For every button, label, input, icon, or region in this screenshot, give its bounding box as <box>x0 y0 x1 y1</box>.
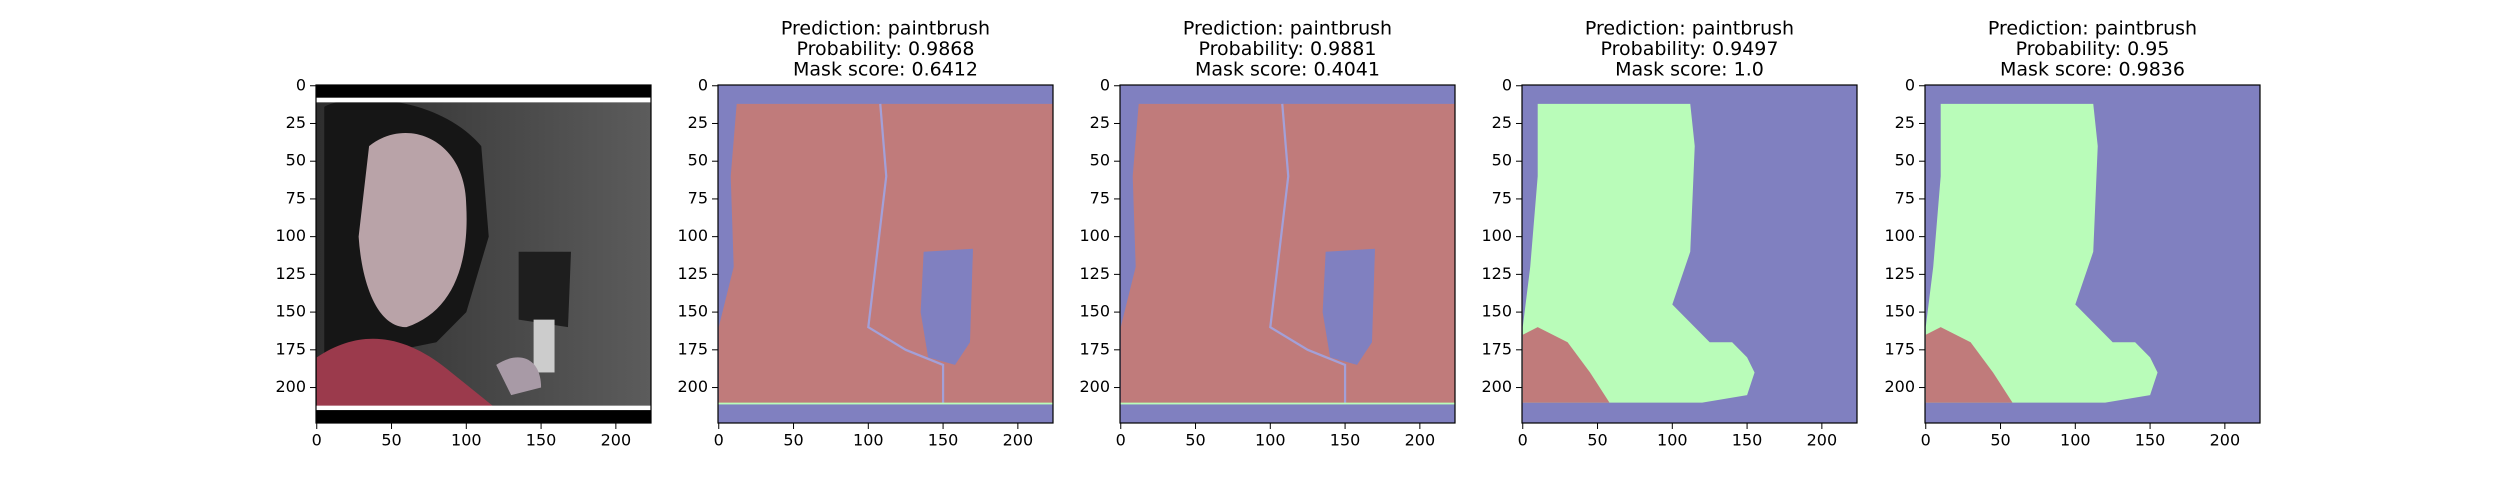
axes-frame <box>1924 84 2261 424</box>
x-tick-label: 150 <box>928 431 959 450</box>
x-tick-label: 200 <box>1807 431 1838 450</box>
y-tick-label: 150 <box>1884 302 1915 321</box>
y-tick-label: 125 <box>1079 264 1110 283</box>
axes-frame <box>1521 84 1858 424</box>
x-tick-label: 100 <box>451 431 482 450</box>
panel-title: Mask score: 0.9836 <box>2000 59 2185 81</box>
y-tick-label: 175 <box>1079 339 1110 358</box>
y-tick-label: 0 <box>698 75 708 94</box>
image <box>316 85 651 423</box>
x-tick-label: 150 <box>1732 431 1763 450</box>
y-tick-label: 75 <box>1090 188 1110 207</box>
y-tick-label: 175 <box>677 339 708 358</box>
x-tick-label: 0 <box>1116 431 1126 450</box>
x-tick-label: 0 <box>1518 431 1528 450</box>
y-tick-label: 100 <box>1481 226 1512 245</box>
x-tick-label: 150 <box>1330 431 1361 450</box>
y-tick-label: 100 <box>1884 226 1915 245</box>
y-tick-label: 25 <box>1090 113 1110 132</box>
x-tick-label: 200 <box>2210 431 2241 450</box>
x-tick-label: 200 <box>601 431 632 450</box>
y-tick-label: 175 <box>1884 339 1915 358</box>
axes-frame <box>1119 84 1456 424</box>
panel-title: Prediction: paintbrush <box>1585 18 1794 40</box>
y-tick-label: 75 <box>286 188 306 207</box>
y-tick-label: 100 <box>275 226 306 245</box>
x-tick-label: 100 <box>1255 431 1286 450</box>
image <box>1120 85 1455 423</box>
y-tick-label: 25 <box>688 113 708 132</box>
y-tick-label: 175 <box>275 339 306 358</box>
y-tick-label: 50 <box>1090 151 1110 170</box>
y-tick-label: 125 <box>1481 264 1512 283</box>
y-tick-label: 150 <box>275 302 306 321</box>
image <box>1522 85 1857 423</box>
y-tick-label: 50 <box>688 151 708 170</box>
axes-frame <box>717 84 1054 424</box>
panel-title: Prediction: paintbrush <box>1988 18 2197 40</box>
x-tick-label: 150 <box>526 431 557 450</box>
x-tick-label: 200 <box>1405 431 1436 450</box>
y-tick-label: 125 <box>677 264 708 283</box>
y-tick-label: 200 <box>275 377 306 396</box>
y-tick-label: 50 <box>1895 151 1915 170</box>
y-tick-label: 150 <box>1481 302 1512 321</box>
y-tick-label: 0 <box>1100 75 1110 94</box>
y-tick-label: 200 <box>677 377 708 396</box>
x-tick-label: 50 <box>1185 431 1205 450</box>
y-tick-label: 50 <box>1492 151 1512 170</box>
panel-title: Mask score: 0.4041 <box>1195 59 1380 81</box>
panel-title: Mask score: 0.6412 <box>793 59 978 81</box>
y-tick-label: 0 <box>1502 75 1512 94</box>
panel-title: Prediction: paintbrush <box>781 18 990 40</box>
axes-frame <box>315 84 652 424</box>
y-tick-label: 0 <box>1905 75 1915 94</box>
y-tick-label: 75 <box>1895 188 1915 207</box>
axes: 0 50 100 150 200 0 25 50 75 100 125 150 175 200 Predic… <box>1481 18 1858 450</box>
x-tick-label: 200 <box>1003 431 1034 450</box>
y-tick-label: 25 <box>1895 113 1915 132</box>
image <box>1925 85 2260 423</box>
y-tick-label: 75 <box>688 188 708 207</box>
y-tick-label: 125 <box>275 264 306 283</box>
x-tick-label: 50 <box>381 431 401 450</box>
y-tick-label: 175 <box>1481 339 1512 358</box>
x-tick-label: 50 <box>1587 431 1607 450</box>
x-tick-label: 100 <box>2060 431 2091 450</box>
x-tick-label: 50 <box>783 431 803 450</box>
y-tick-label: 25 <box>286 113 306 132</box>
image <box>718 85 1053 423</box>
panel-title: Probability: 0.9497 <box>1601 38 1779 60</box>
y-tick-label: 125 <box>1884 264 1915 283</box>
panel-title: Probability: 0.9868 <box>797 38 975 60</box>
x-tick-label: 100 <box>853 431 884 450</box>
y-tick-label: 100 <box>677 226 708 245</box>
y-tick-label: 200 <box>1884 377 1915 396</box>
axes: 0 50 100 150 200 0 25 50 75 100 125 150 175 200 Predic… <box>1884 18 2261 450</box>
axes: 0 50 100 150 200 0 25 50 75 100 125 150 175 200 Predic… <box>1079 18 1456 450</box>
y-tick-label: 25 <box>1492 113 1512 132</box>
panel-title: Mask score: 1.0 <box>1615 59 1764 81</box>
x-tick-label: 0 <box>1921 431 1931 450</box>
y-tick-label: 0 <box>296 75 306 94</box>
panel-title: Probability: 0.95 <box>2016 38 2170 60</box>
y-tick-label: 100 <box>1079 226 1110 245</box>
y-tick-label: 150 <box>1079 302 1110 321</box>
x-tick-label: 0 <box>312 431 322 450</box>
y-tick-label: 50 <box>286 151 306 170</box>
y-tick-label: 200 <box>1481 377 1512 396</box>
y-tick-label: 200 <box>1079 377 1110 396</box>
panel-title: Probability: 0.9881 <box>1199 38 1377 60</box>
axes: 0 50 100 150 200 0 25 50 75 100 125 150 175 200 Predic… <box>677 18 1054 450</box>
x-tick-label: 100 <box>1657 431 1688 450</box>
y-tick-label: 75 <box>1492 188 1512 207</box>
panel-title: Prediction: paintbrush <box>1183 18 1392 40</box>
x-tick-label: 50 <box>1990 431 2010 450</box>
y-tick-label: 150 <box>677 302 708 321</box>
x-tick-label: 150 <box>2135 431 2166 450</box>
x-tick-label: 0 <box>714 431 724 450</box>
axes: 0 50 100 150 200 0 25 50 75 100 125 150 175 200 <box>275 75 652 450</box>
